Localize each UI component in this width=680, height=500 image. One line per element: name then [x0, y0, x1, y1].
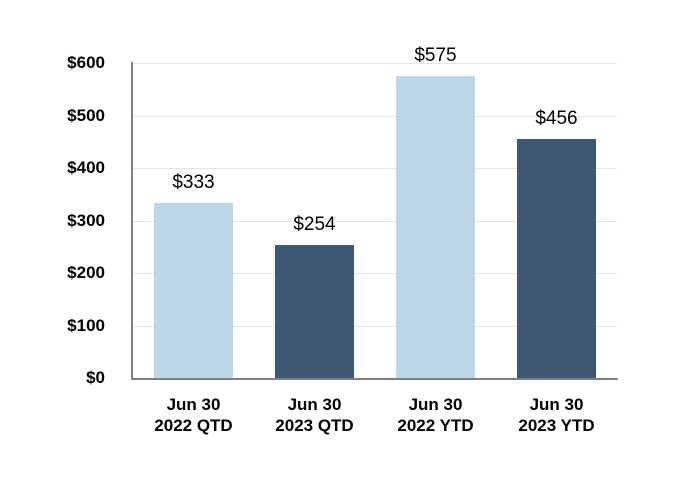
x-tick-line2: 2022 YTD [397, 416, 474, 435]
bar [275, 244, 354, 378]
x-tick-line2: 2023 YTD [518, 416, 595, 435]
y-axis-tick-label: $0 [86, 368, 105, 387]
y-axis-line [131, 62, 133, 378]
y-axis-tick-label: $600 [67, 53, 105, 72]
x-tick-line1: Jun 30 [287, 395, 342, 414]
gridline [133, 63, 617, 64]
x-tick-line1: Jun 30 [166, 395, 221, 414]
x-axis-tick-label: Jun 30 2023 YTD [487, 394, 627, 436]
x-tick-line2: 2022 QTD [154, 416, 233, 435]
x-tick-line1: Jun 30 [529, 395, 584, 414]
x-tick-line2: 2023 QTD [275, 416, 354, 435]
y-axis-tick-label: $500 [67, 105, 105, 125]
bar-value-label: $575 [414, 45, 457, 67]
x-axis-tick-label: Jun 30 2022 QTD [124, 394, 264, 436]
gridline [133, 168, 617, 169]
y-axis-tick-label: $400 [67, 158, 105, 177]
bar-value-label: $333 [172, 172, 215, 194]
bar-value-label: $254 [293, 213, 336, 235]
bar [396, 76, 475, 378]
x-axis-tick-label: Jun 30 2022 YTD [366, 394, 506, 436]
gridline [133, 220, 617, 222]
bar-value-label: $456 [535, 107, 578, 129]
y-axis-tick-label: $200 [67, 263, 105, 282]
bar [517, 138, 596, 378]
x-axis-tick-label: Jun 30 2023 QTD [245, 394, 385, 436]
gridline [133, 273, 617, 274]
gridline [133, 115, 617, 117]
gridline [133, 325, 617, 327]
y-axis-tick-label: $300 [67, 210, 105, 230]
x-axis-line [131, 378, 618, 380]
x-tick-line1: Jun 30 [408, 395, 463, 414]
bar [154, 203, 233, 378]
y-axis-tick-label: $100 [67, 315, 105, 335]
